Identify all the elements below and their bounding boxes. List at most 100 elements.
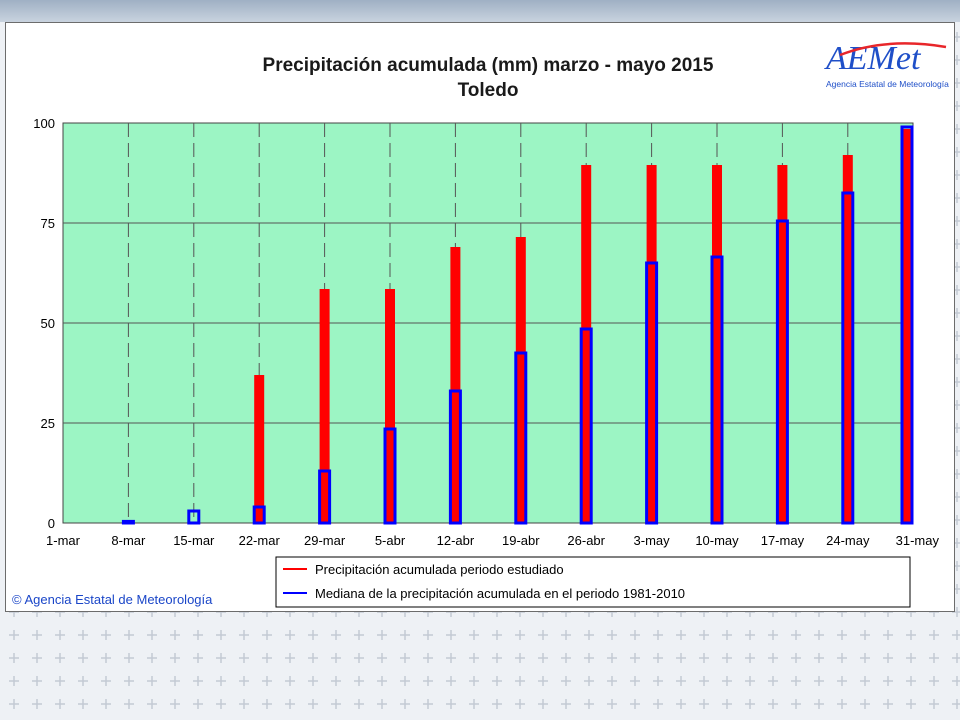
bar-median-precipitation [383, 427, 397, 525]
plus-mark [837, 699, 847, 709]
plus-mark [883, 676, 893, 686]
plus-mark [538, 699, 548, 709]
plus-mark [676, 630, 686, 640]
bar-median-precipitation [448, 389, 462, 525]
copyright-credit: © Agencia Estatal de Meteorología [12, 592, 213, 607]
plus-mark [423, 699, 433, 709]
plus-mark [515, 653, 525, 663]
plus-mark [906, 653, 916, 663]
plus-mark [722, 699, 732, 709]
x-tick-label: 1-mar [46, 533, 81, 548]
plus-mark [653, 676, 663, 686]
bar-median-precipitation [252, 505, 266, 525]
chart-panel: Precipitación acumulada (mm) marzo - may… [5, 22, 955, 612]
plus-mark [607, 653, 617, 663]
bar-median-precipitation [579, 327, 593, 525]
plus-mark [377, 653, 387, 663]
x-tick-label: 26-abr [567, 533, 605, 548]
plus-mark [653, 630, 663, 640]
plus-mark [101, 630, 111, 640]
plus-mark [170, 630, 180, 640]
y-axis-ticks: 0 25 50 75 100 [33, 116, 55, 531]
bar-median-precipitation [121, 519, 135, 525]
plus-mark [55, 699, 65, 709]
plus-mark [400, 699, 410, 709]
plus-mark [331, 699, 341, 709]
plus-mark [193, 653, 203, 663]
plus-mark [814, 630, 824, 640]
plus-mark [216, 699, 226, 709]
plus-mark [607, 676, 617, 686]
plus-mark [147, 676, 157, 686]
y-tick-label: 100 [33, 116, 55, 131]
plus-mark [492, 630, 502, 640]
bar-precipitation-studied [712, 165, 722, 523]
bar-median-precipitation [514, 351, 528, 525]
plus-mark [860, 676, 870, 686]
header-band [0, 0, 960, 22]
plus-mark [768, 699, 778, 709]
plus-mark [515, 630, 525, 640]
plus-mark [791, 699, 801, 709]
plus-mark [78, 699, 88, 709]
bar-precipitation-studied [902, 129, 912, 523]
legend-box [275, 556, 911, 608]
x-tick-label: 29-mar [304, 533, 346, 548]
plus-mark [147, 630, 157, 640]
plus-mark [32, 653, 42, 663]
plus-mark [561, 699, 571, 709]
plus-mark [308, 699, 318, 709]
plus-mark [147, 699, 157, 709]
plus-mark [32, 676, 42, 686]
bar-median-precipitation [318, 469, 332, 525]
bar-precipitation-studied [450, 247, 461, 523]
plus-mark [722, 676, 732, 686]
legend-label-red: Precipitación acumulada periodo estudiad… [315, 562, 564, 577]
plus-mark [630, 630, 640, 640]
bar-precipitation-studied [842, 155, 853, 523]
plus-mark [745, 676, 755, 686]
plus-mark [469, 653, 479, 663]
logo-swoosh [839, 42, 947, 57]
plus-mark [929, 653, 939, 663]
plus-mark [492, 653, 502, 663]
plus-mark [55, 630, 65, 640]
plus-mark [400, 653, 410, 663]
plus-mark [745, 699, 755, 709]
plus-mark [561, 676, 571, 686]
plus-mark [32, 699, 42, 709]
plus-mark [423, 653, 433, 663]
plus-mark [883, 699, 893, 709]
plus-mark [308, 676, 318, 686]
y-tick-label: 75 [41, 216, 55, 231]
plus-mark [377, 699, 387, 709]
plus-mark [722, 653, 732, 663]
bar-precipitation-studied [319, 289, 330, 523]
plus-mark [331, 653, 341, 663]
plus-mark [653, 653, 663, 663]
plus-mark [607, 699, 617, 709]
plus-mark [216, 676, 226, 686]
plus-mark [285, 676, 295, 686]
plus-mark [262, 653, 272, 663]
plus-mark [446, 676, 456, 686]
plus-mark [837, 653, 847, 663]
bar-precipitation-studied [646, 165, 657, 523]
plus-mark [331, 676, 341, 686]
plus-mark [883, 653, 893, 663]
plus-mark [952, 630, 960, 640]
plus-mark [607, 630, 617, 640]
chart-title: Precipitación acumulada (mm) marzo - may… [263, 55, 714, 76]
plus-mark [193, 676, 203, 686]
plus-mark [446, 699, 456, 709]
plus-mark [124, 630, 134, 640]
plus-mark [377, 630, 387, 640]
plus-mark [561, 630, 571, 640]
plus-mark [308, 630, 318, 640]
plus-mark [515, 676, 525, 686]
bar-median-precipitation [775, 219, 789, 525]
plus-mark [354, 630, 364, 640]
x-tick-label: 24-may [826, 533, 870, 548]
x-tick-label: 5-abr [375, 533, 406, 548]
plus-mark [170, 699, 180, 709]
